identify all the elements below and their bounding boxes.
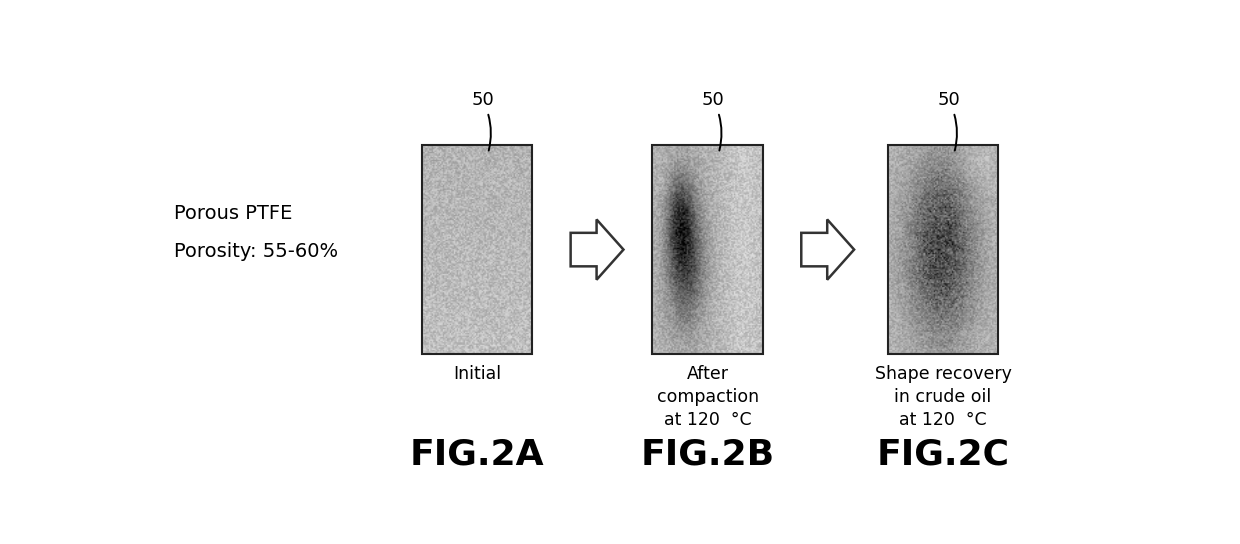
Text: FIG.2A: FIG.2A <box>409 437 544 472</box>
Text: FIG.2B: FIG.2B <box>641 437 775 472</box>
Bar <box>422 145 532 354</box>
Text: 50: 50 <box>471 91 494 151</box>
Polygon shape <box>801 219 854 280</box>
Polygon shape <box>570 219 624 280</box>
Text: Porosity: 55-60%: Porosity: 55-60% <box>174 242 339 261</box>
Bar <box>888 145 998 354</box>
Text: 50: 50 <box>937 91 960 151</box>
Text: Initial: Initial <box>453 365 501 383</box>
Text: Shape recovery
in crude oil
at 120  °C: Shape recovery in crude oil at 120 °C <box>874 365 1012 429</box>
Text: 50: 50 <box>702 91 724 151</box>
Text: FIG.2C: FIG.2C <box>877 437 1009 472</box>
Bar <box>652 145 763 354</box>
Text: Porous PTFE: Porous PTFE <box>174 205 293 224</box>
Text: After
compaction
at 120  °C: After compaction at 120 °C <box>656 365 759 429</box>
